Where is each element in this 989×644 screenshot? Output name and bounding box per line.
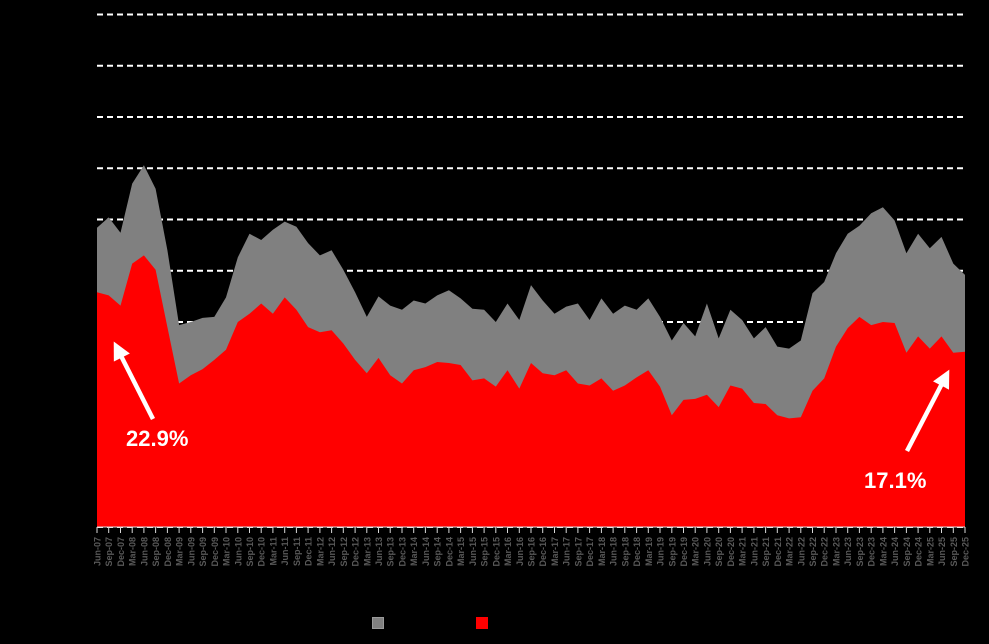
x-tick-label: Mar-20: [691, 537, 701, 566]
x-tick-label: Dec-23: [867, 537, 877, 567]
x-tick-label: Sep-20: [714, 537, 724, 567]
series-area-red: [97, 255, 965, 527]
x-tick-label: Sep-07: [104, 537, 114, 567]
x-tick-label: Dec-07: [116, 537, 126, 567]
legend: [0, 611, 989, 637]
x-tick-label: Jun-25: [937, 537, 947, 566]
x-tick-label: Sep-15: [480, 537, 490, 567]
x-tick-label: Dec-08: [163, 537, 173, 567]
x-tick-label: Dec-20: [726, 537, 736, 567]
x-axis: Jun-07 Sep-07 Dec-07 Mar-08 Jun-08 Sep-08 Dec-…: [93, 526, 971, 567]
x-tick-label: Dec-16: [538, 537, 548, 567]
x-tick-label: Sep-21: [761, 537, 771, 567]
x-tick-label: Mar-23: [832, 537, 842, 566]
x-tick-label: Sep-11: [292, 537, 302, 566]
x-tick-label: Mar-14: [409, 537, 419, 566]
x-tick-label: Mar-08: [128, 537, 138, 566]
annotation-arrow-right: [905, 369, 950, 453]
x-tick-label: Mar-11: [268, 537, 278, 566]
x-tick-label: Jun-21: [749, 537, 759, 566]
x-tick-label: Mar-21: [738, 537, 748, 566]
x-tick-label: Sep-12: [339, 537, 349, 567]
x-tick-label: Mar-09: [175, 537, 185, 566]
series-areas: [97, 165, 965, 527]
x-tick-label: Dec-13: [398, 537, 408, 567]
x-tick-label: Jun-17: [562, 537, 572, 566]
x-tick-label: Dec-24: [914, 537, 924, 567]
x-tick-label: Mar-15: [456, 537, 466, 566]
x-tick-label: Dec-09: [210, 537, 220, 567]
x-tick-label: Jun-12: [327, 537, 337, 566]
x-tick-label: Sep-13: [386, 537, 396, 567]
annotation-end-value: 17.1%: [864, 468, 927, 493]
x-tick-label: Mar-10: [222, 537, 232, 566]
x-tick-label: Dec-25: [961, 537, 971, 567]
x-tick-label: Sep-18: [620, 537, 630, 567]
x-tick-label: Jun-19: [656, 537, 666, 566]
x-tick-label: Dec-11: [304, 537, 314, 566]
x-tick-label: Dec-12: [351, 537, 361, 567]
x-tick-label: Jun-11: [280, 537, 290, 566]
x-tick-label: Dec-15: [491, 537, 501, 567]
x-tick-label: Jun-24: [890, 537, 900, 566]
x-tick-label: Jun-09: [186, 537, 196, 566]
x-tick-label: Jun-14: [421, 537, 431, 566]
x-tick-label: Sep-09: [198, 537, 208, 567]
x-tick-label: Sep-14: [433, 537, 443, 567]
x-tick-label: Mar-22: [785, 537, 795, 566]
x-tick-label: Sep-24: [902, 537, 912, 567]
annotation-start-value: 22.9%: [126, 426, 189, 451]
x-tick-label: Jun-07: [93, 537, 103, 566]
x-tick-label: Sep-23: [855, 537, 865, 567]
x-tick-label: Dec-14: [444, 537, 454, 567]
x-tick-label: Jun-20: [702, 537, 712, 566]
x-tick-label: Dec-19: [679, 537, 689, 567]
legend-swatch-gray-icon: [372, 617, 384, 629]
x-tick-label: Sep-22: [808, 537, 818, 567]
x-tick-label: Mar-12: [315, 537, 325, 566]
x-tick-label: Sep-16: [527, 537, 537, 567]
x-tick-label: Sep-19: [667, 537, 677, 567]
x-tick-label: Jun-13: [374, 537, 384, 566]
x-tick-label: Mar-17: [550, 537, 560, 566]
x-tick-label: Dec-22: [820, 537, 830, 567]
x-tick-label: Mar-13: [362, 537, 372, 566]
x-tick-label: Mar-19: [644, 537, 654, 566]
x-tick-label: Jun-15: [468, 537, 478, 566]
x-tick-label: Jun-18: [609, 537, 619, 566]
x-tick-label: Sep-25: [949, 537, 959, 567]
legend-swatch-red-icon: [476, 617, 488, 629]
x-tick-label: Sep-10: [245, 537, 255, 567]
x-tick-label: Dec-10: [257, 537, 267, 567]
x-tick-label: Jun-10: [233, 537, 243, 566]
annotation-arrow-left: [113, 341, 156, 421]
x-tick-label: Dec-17: [585, 537, 595, 567]
annotation-arrows: [113, 341, 950, 453]
x-tick-label: Mar-25: [925, 537, 935, 566]
x-tick-label: Mar-24: [878, 537, 888, 566]
x-tick-label: Dec-18: [632, 537, 642, 567]
x-tick-label: Jun-23: [843, 537, 853, 566]
x-tick-label: Jun-16: [515, 537, 525, 566]
x-tick-label: Sep-17: [573, 537, 583, 567]
x-tick-label: Jun-22: [796, 537, 806, 566]
x-tick-label: Jun-08: [139, 537, 149, 566]
x-tick-label: Sep-08: [151, 537, 161, 567]
x-tick-label: Mar-18: [597, 537, 607, 566]
x-tick-label: Mar-16: [503, 537, 513, 566]
x-tick-label: Dec-21: [773, 537, 783, 567]
